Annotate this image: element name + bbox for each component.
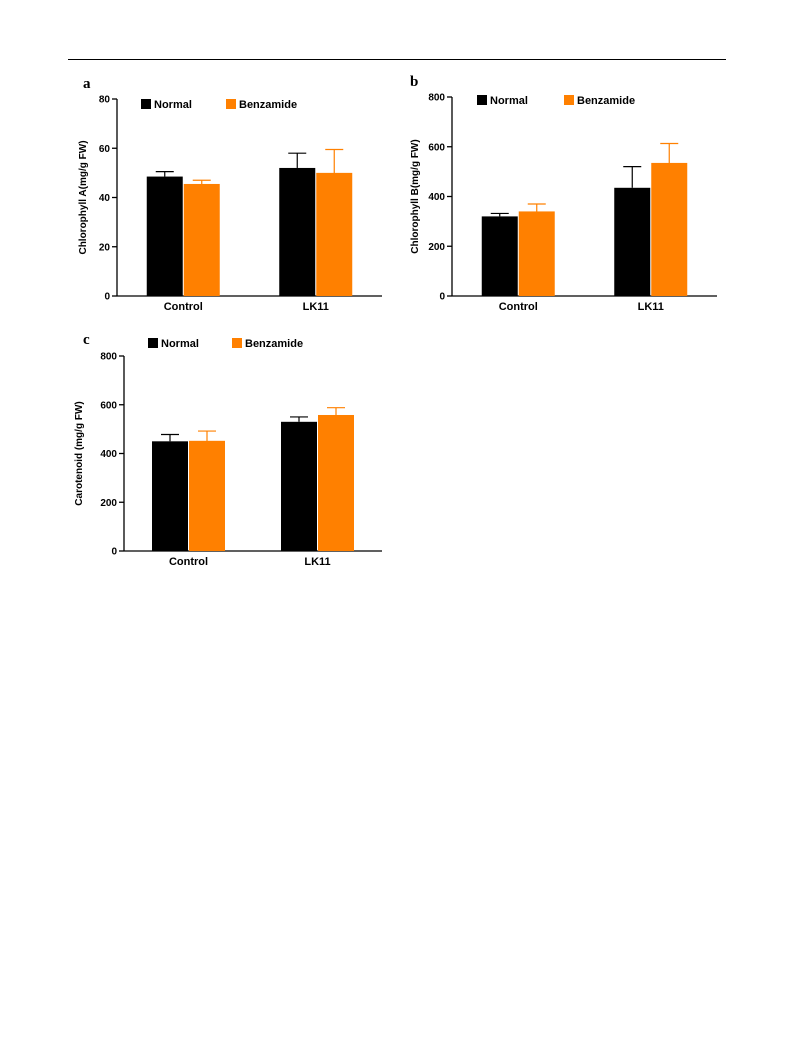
top-rule	[68, 59, 726, 60]
legend-label-normal: Normal	[154, 99, 192, 111]
bar-normal-lk11	[279, 167, 316, 296]
bar-benzamide-control	[183, 183, 220, 296]
legend-swatch-benzamide	[232, 338, 242, 348]
bar-benzamide-control	[518, 211, 555, 296]
bar-normal-control	[481, 216, 518, 296]
y-tick-label: 60	[99, 144, 111, 155]
x-tick-label: LK11	[303, 301, 329, 313]
y-tick-label: 20	[99, 242, 111, 253]
y-tick-label: 600	[428, 142, 445, 153]
y-tick-label: 0	[439, 292, 445, 303]
x-tick-label: Control	[169, 556, 208, 568]
legend-label-normal: Normal	[161, 338, 199, 350]
legend-label-benzamide: Benzamide	[245, 338, 303, 350]
panel-letter-a: a	[83, 76, 91, 92]
legend-swatch-normal	[148, 338, 158, 348]
bar-benzamide-lk11	[318, 414, 354, 551]
y-tick-label: 800	[428, 93, 445, 104]
panel-letter-c: c	[83, 332, 90, 348]
x-tick-label: Control	[164, 301, 203, 313]
y-axis-label: Chlorophyll B(mg/g FW)	[410, 139, 421, 253]
y-tick-label: 200	[428, 242, 445, 253]
bar-normal-lk11	[281, 421, 317, 551]
x-tick-label: LK11	[638, 301, 664, 313]
legend-swatch-normal	[477, 95, 487, 105]
y-tick-label: 0	[111, 547, 117, 558]
y-axis-label: Chlorophyll A(mg/g FW)	[78, 140, 89, 254]
legend-swatch-benzamide	[226, 99, 236, 109]
legend-swatch-benzamide	[564, 95, 574, 105]
y-tick-label: 400	[100, 449, 117, 460]
bar-normal-control	[146, 176, 183, 296]
y-axis-label: Carotenoid (mg/g FW)	[74, 401, 85, 505]
legend-label-benzamide: Benzamide	[577, 95, 635, 107]
bar-benzamide-lk11	[651, 162, 688, 296]
legend-swatch-normal	[141, 99, 151, 109]
bar-normal-lk11	[614, 187, 651, 296]
y-tick-label: 600	[100, 400, 117, 411]
x-tick-label: Control	[499, 301, 538, 313]
bar-normal-control	[152, 441, 188, 551]
y-tick-label: 400	[428, 192, 445, 203]
x-tick-label: LK11	[304, 556, 330, 568]
y-tick-label: 0	[104, 292, 110, 303]
y-tick-label: 200	[100, 498, 117, 509]
y-tick-label: 800	[100, 352, 117, 363]
legend-label-benzamide: Benzamide	[239, 99, 297, 111]
bar-benzamide-control	[189, 440, 225, 551]
y-tick-label: 80	[99, 95, 111, 106]
y-tick-label: 40	[99, 193, 111, 204]
legend-label-normal: Normal	[490, 95, 528, 107]
panel-letter-b: b	[410, 74, 419, 90]
